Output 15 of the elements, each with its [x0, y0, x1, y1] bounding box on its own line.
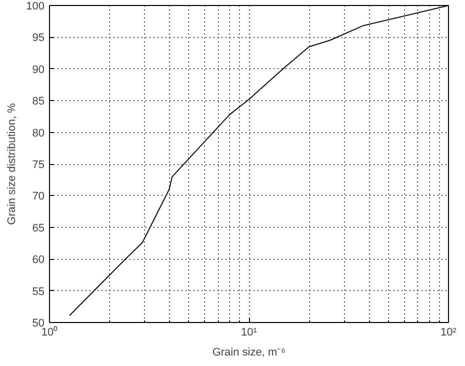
y-tick-label: 80: [32, 127, 45, 140]
y-tick-label: 100: [26, 0, 45, 12]
y-tick-label: 75: [32, 159, 45, 171]
y-axis-title: Grain size distribution, %: [6, 102, 18, 225]
x-tick-label: 10¹: [241, 326, 258, 338]
y-tick-label: 55: [32, 286, 45, 298]
x-tick-label: 10⁰: [41, 326, 58, 338]
y-tick-label: 65: [32, 222, 45, 234]
y-tick-label: 95: [32, 32, 45, 44]
y-tick-label: 60: [32, 254, 45, 266]
x-axis-title: Grain size, m⁻⁶: [212, 346, 286, 358]
y-tick-label: 90: [32, 64, 45, 76]
x-tick-label: 10²: [440, 326, 457, 338]
y-tick-label: 85: [32, 96, 45, 108]
y-tick-label: 70: [32, 190, 45, 203]
